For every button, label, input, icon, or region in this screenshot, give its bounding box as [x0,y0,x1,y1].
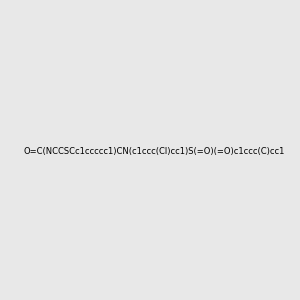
Text: O=C(NCCSCc1ccccc1)CN(c1ccc(Cl)cc1)S(=O)(=O)c1ccc(C)cc1: O=C(NCCSCc1ccccc1)CN(c1ccc(Cl)cc1)S(=O)(… [23,147,284,156]
